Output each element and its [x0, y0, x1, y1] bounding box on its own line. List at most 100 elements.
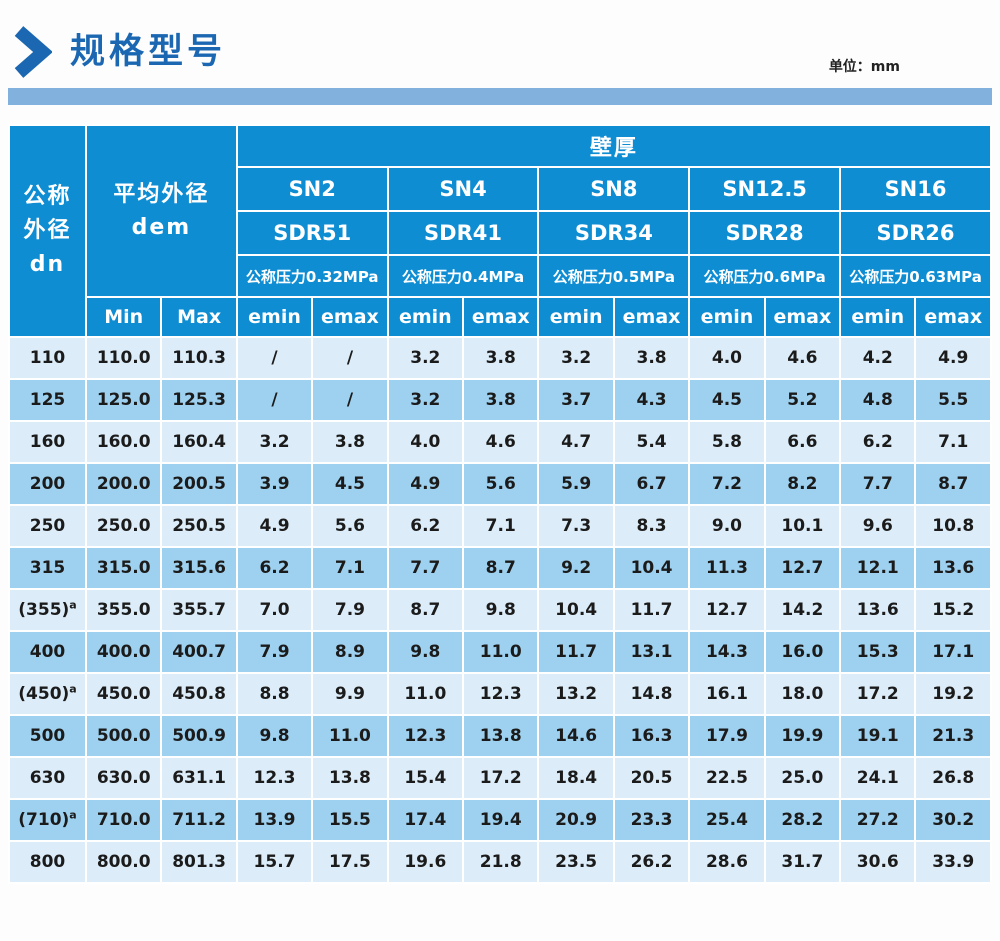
pressure-header-1: 公称压力0.4MPa: [386, 254, 540, 298]
table-row: 200 200.0 200.5 3.9 4.5 4.9 5.6 5.9 6.7 7.2 8.2 7.7…: [8, 462, 992, 506]
value-cell: 8.7: [386, 588, 465, 632]
sn-header-2: SN8: [537, 166, 691, 212]
value-cell: 3.2: [537, 336, 615, 380]
value-cell: 19.4: [462, 798, 540, 842]
sn-header-0: SN2: [235, 166, 389, 212]
value-cell: 23.5: [537, 840, 615, 884]
corner-line2: 外径: [23, 217, 72, 243]
value-cell: 19.6: [386, 840, 465, 884]
value-cell: 11.7: [537, 630, 615, 674]
dn-cell: 250: [8, 504, 87, 548]
emax-header-4: emax: [914, 296, 992, 338]
min-cell: 160.0: [84, 420, 163, 464]
value-cell: 6.2: [386, 504, 465, 548]
value-cell: 8.3: [612, 504, 691, 548]
value-cell: 33.9: [914, 840, 992, 884]
max-cell: 500.9: [160, 714, 238, 758]
value-cell: 30.2: [914, 798, 992, 842]
min-cell: 355.0: [84, 588, 163, 632]
value-cell: 6.7: [612, 462, 691, 506]
value-cell: 6.2: [839, 420, 917, 464]
max-cell: 631.1: [160, 756, 238, 800]
value-cell: 4.9: [235, 504, 314, 548]
dn-cell: (710)a: [8, 798, 87, 842]
max-cell: 450.8: [160, 672, 238, 716]
table-row: 110 110.0 110.3//3.2 3.8 3.2 3.8 4.0 4.6 4.2 4.9: [8, 336, 992, 380]
value-cell: 27.2: [839, 798, 917, 842]
table-row: 250 250.0 250.5 4.9 5.6 6.2 7.1 7.3 8.3 9.0 10.1 9.…: [8, 504, 992, 548]
max-cell: 125.3: [160, 378, 238, 422]
value-cell: 9.8: [235, 714, 314, 758]
value-cell: 28.6: [688, 840, 766, 884]
value-cell: 17.2: [839, 672, 917, 716]
value-cell: 17.2: [462, 756, 540, 800]
value-cell: 16.0: [763, 630, 842, 674]
value-cell: 13.1: [612, 630, 691, 674]
value-cell: 3.8: [462, 378, 540, 422]
value-cell: 9.0: [688, 504, 766, 548]
pressure-header-3: 公称压力0.6MPa: [688, 254, 842, 298]
corner-line3: dn: [29, 252, 66, 278]
sdr-header-3: SDR28: [688, 210, 842, 256]
value-cell: 4.6: [763, 336, 842, 380]
value-cell: 4.0: [386, 420, 465, 464]
table-row: 800 800.0 801.3 15.7 17.5 19.6 21.8 23.5 26.2 28.…: [8, 840, 992, 884]
value-cell: 3.2: [235, 420, 314, 464]
value-cell: 15.7: [235, 840, 314, 884]
max-cell: 200.5: [160, 462, 238, 506]
avg-od-line1: 平均外径: [113, 182, 210, 207]
value-cell: 19.1: [839, 714, 917, 758]
value-cell: 4.3: [612, 378, 691, 422]
value-cell: 13.2: [537, 672, 615, 716]
value-cell: /: [311, 378, 389, 422]
value-cell: 15.3: [839, 630, 917, 674]
unit-label: 单位：mm: [828, 59, 900, 75]
emin-header-3: emin: [688, 296, 766, 338]
sdr-header-2: SDR34: [537, 210, 691, 256]
min-cell: 450.0: [84, 672, 163, 716]
value-cell: 7.1: [311, 546, 389, 590]
value-cell: 20.5: [612, 756, 691, 800]
value-cell: 3.8: [311, 420, 389, 464]
dn-cell: 630: [8, 756, 87, 800]
value-cell: 17.5: [311, 840, 389, 884]
emin-header-1: emin: [386, 296, 465, 338]
value-cell: 13.8: [462, 714, 540, 758]
value-cell: 11.0: [311, 714, 389, 758]
min-cell: 125.0: [84, 378, 163, 422]
value-cell: 3.8: [462, 336, 540, 380]
value-cell: 12.3: [386, 714, 465, 758]
value-cell: 7.7: [839, 462, 917, 506]
value-cell: 9.8: [462, 588, 540, 632]
emax-header-3: emax: [763, 296, 842, 338]
value-cell: 12.3: [235, 756, 314, 800]
value-cell: 4.7: [537, 420, 615, 464]
emax-header-0: emax: [311, 296, 389, 338]
sn-header-4: SN16: [839, 166, 992, 212]
value-cell: 5.8: [688, 420, 766, 464]
max-cell: 355.7: [160, 588, 238, 632]
value-cell: 17.9: [688, 714, 766, 758]
value-cell: 10.8: [914, 504, 992, 548]
value-cell: 12.3: [462, 672, 540, 716]
value-cell: 4.2: [839, 336, 917, 380]
value-cell: 4.6: [462, 420, 540, 464]
pressure-header-0: 公称压力0.32MPa: [235, 254, 389, 298]
min-header: Min: [84, 296, 163, 338]
wall-thickness-header: 壁厚: [235, 124, 993, 168]
value-cell: 15.2: [914, 588, 992, 632]
table-row: (710)a 710.0 711.2 13.9 15.5 17.4 19.4 20.9 23.3…: [8, 798, 992, 842]
table-row: 400 400.0 400.7 7.9 8.9 9.8 11.0 11.7 13.1 14.3 16…: [8, 630, 992, 674]
min-cell: 800.0: [84, 840, 163, 884]
value-cell: 14.8: [612, 672, 691, 716]
value-cell: 11.3: [688, 546, 766, 590]
value-cell: 7.9: [311, 588, 389, 632]
value-cell: 4.8: [839, 378, 917, 422]
value-cell: 18.4: [537, 756, 615, 800]
max-cell: 160.4: [160, 420, 238, 464]
min-cell: 110.0: [84, 336, 163, 380]
value-cell: 28.2: [763, 798, 842, 842]
min-cell: 200.0: [84, 462, 163, 506]
value-cell: 15.5: [311, 798, 389, 842]
value-cell: 3.9: [235, 462, 314, 506]
